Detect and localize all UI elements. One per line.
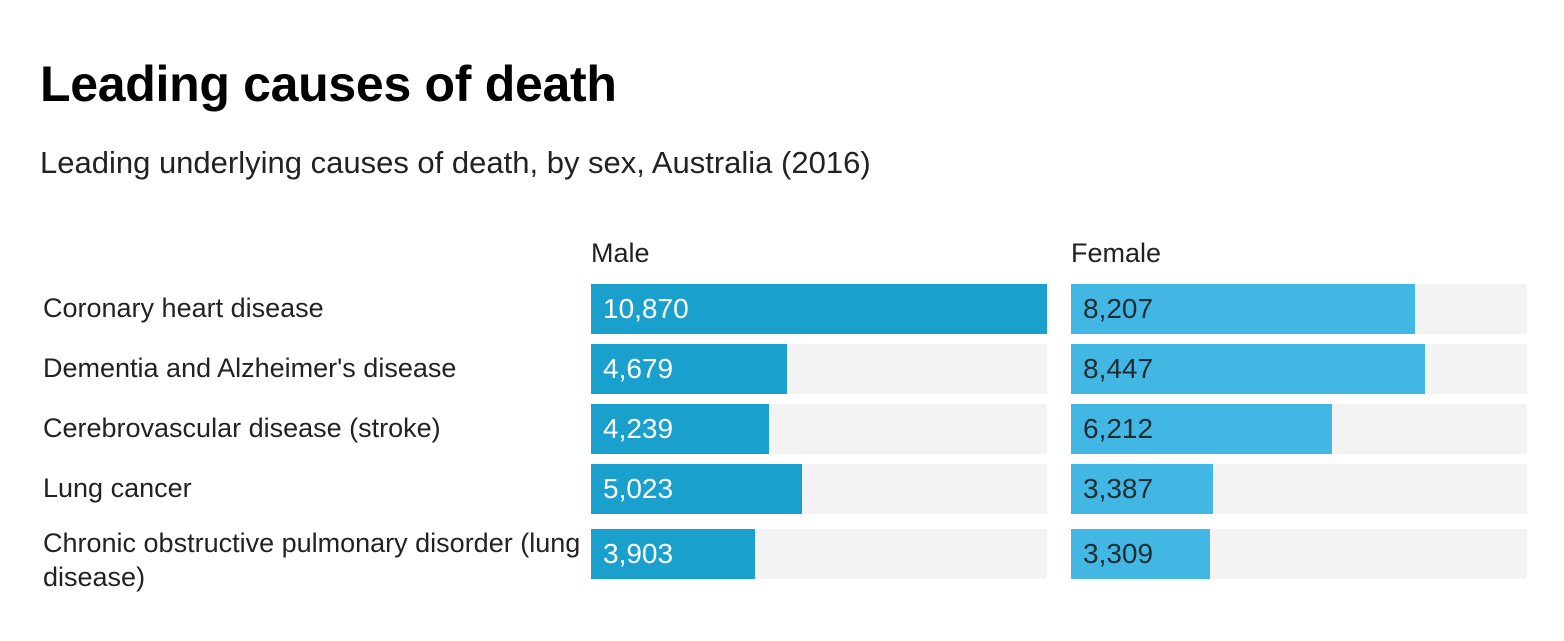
male-bar — [591, 529, 755, 579]
category-label: Chronic obstructive pulmonary disorder (… — [43, 528, 581, 592]
chart-row: 3,903 3,309 — [0, 529, 1564, 579]
female-column-header: Female — [1071, 238, 1162, 268]
male-value-label: 10,870 — [603, 293, 689, 324]
chart-title: Leading causes of death — [40, 56, 617, 112]
female-bar-track: 8,207 — [1071, 284, 1527, 334]
male-bar — [591, 284, 1047, 334]
male-value-label: 4,239 — [603, 413, 674, 444]
female-bar — [1071, 284, 1415, 334]
female-bar — [1071, 529, 1210, 579]
male-value-label: 4,679 — [603, 353, 674, 384]
female-value-label: 8,447 — [1083, 353, 1154, 384]
chart-row: 10,870 8,207 — [0, 284, 1564, 334]
male-bar — [591, 344, 787, 394]
female-bar — [1071, 344, 1425, 394]
chart-row: 4,239 6,212 — [0, 404, 1564, 454]
female-value-label: 8,207 — [1083, 293, 1154, 324]
female-bar-track: 3,387 — [1071, 464, 1527, 514]
female-value-label: 6,212 — [1083, 413, 1154, 444]
female-bar-track: 6,212 — [1071, 404, 1527, 454]
female-value-label: 3,387 — [1083, 473, 1154, 504]
male-value-label: 5,023 — [603, 473, 674, 504]
female-bar — [1071, 404, 1332, 454]
male-column-header: Male — [591, 238, 650, 268]
chart-subtitle: Leading underlying causes of death, by s… — [40, 145, 871, 180]
category-label: Lung cancer — [43, 473, 192, 503]
female-value-label: 3,309 — [1083, 538, 1154, 569]
category-label: Cerebrovascular disease (stroke) — [43, 413, 441, 443]
male-bar — [591, 464, 802, 514]
male-bar-track: 3,903 — [591, 529, 1047, 579]
chart-row: 4,679 8,447 — [0, 344, 1564, 394]
female-bar-track: 8,447 — [1071, 344, 1527, 394]
male-value-label: 3,903 — [603, 538, 674, 569]
chart-row: 5,023 3,387 — [0, 464, 1564, 514]
category-label: Coronary heart disease — [43, 293, 324, 323]
male-bar-track: 4,239 — [591, 404, 1047, 454]
male-bar-track: 10,870 — [591, 284, 1047, 334]
male-bar — [591, 404, 769, 454]
male-bar-track: 5,023 — [591, 464, 1047, 514]
female-bar — [1071, 464, 1213, 514]
male-bar-track: 4,679 — [591, 344, 1047, 394]
female-bar-track: 3,309 — [1071, 529, 1527, 579]
category-label: Dementia and Alzheimer's disease — [43, 353, 457, 383]
